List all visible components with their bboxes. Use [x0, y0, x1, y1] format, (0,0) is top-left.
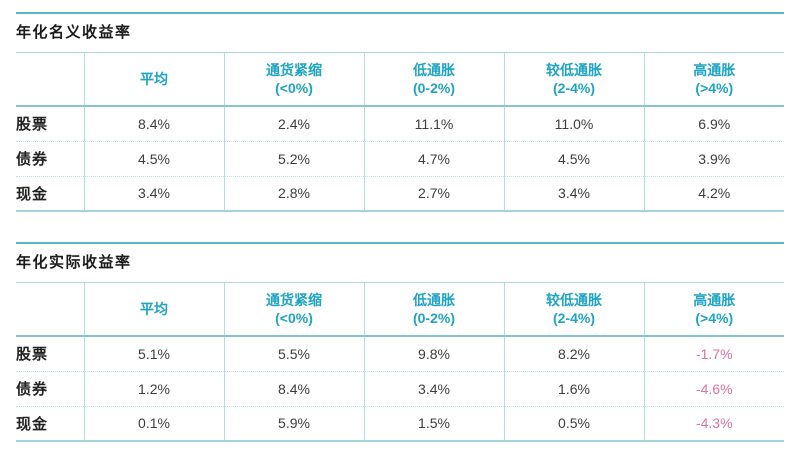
real-returns-table: 平均 通货紧缩 (<0%) 低通胀 (0-2%) 较低通胀 (2-4%) [16, 282, 784, 442]
cell-value: 5.2% [223, 140, 364, 176]
column-header-range: (<0%) [275, 80, 313, 96]
cell-value: 2.4% [223, 106, 364, 141]
cell-value: 3.4% [363, 370, 504, 406]
cell-value: 1.5% [363, 405, 504, 442]
cell-value-negative: -4.6% [643, 370, 784, 406]
cell-value-negative: -4.3% [643, 405, 784, 442]
cell-value: 4.7% [363, 140, 504, 176]
row-label: 股票 [16, 346, 49, 364]
cell-value: 8.4% [83, 106, 224, 141]
column-header-label: 通货紧缩 [266, 62, 322, 78]
column-header-range: (0-2%) [412, 310, 455, 326]
column-header-deflation: 通货紧缩 (<0%) [223, 52, 364, 107]
nominal-returns-section: 年化名义收益率 平均 通货紧缩 (<0%) 低通胀 [16, 12, 784, 212]
column-header-label: 通货紧缩 [266, 292, 322, 308]
nominal-returns-table: 平均 通货紧缩 (<0%) 低通胀 (0-2%) 较低通胀 (2-4%) [16, 52, 784, 212]
column-header-average: 平均 [83, 52, 224, 107]
cell-value: 2.7% [363, 175, 504, 212]
cell-value-negative: -1.7% [643, 336, 784, 371]
cell-value: 3.4% [83, 175, 224, 212]
section-title-nominal: 年化名义收益率 [16, 24, 132, 41]
column-header-moderate-inflation: 较低通胀 (2-4%) [503, 282, 644, 337]
column-header-range: (<0%) [275, 310, 313, 326]
row-label: 债券 [16, 140, 84, 176]
column-header-label: 低通胀 [413, 62, 455, 78]
cell-value: 1.6% [503, 370, 644, 406]
real-returns-section: 年化实际收益率 平均 通货紧缩 (<0%) 低通胀 [16, 242, 784, 442]
cell-value: 8.4% [223, 370, 364, 406]
cell-value: 4.5% [503, 140, 644, 176]
column-header-label: 平均 [140, 71, 168, 87]
column-header-label: 高通胀 [693, 62, 736, 78]
cell-value: 9.8% [363, 336, 504, 371]
table-row-bonds: 债券 4.5% 5.2% 4.7% 4.5% 3.9% [16, 140, 784, 176]
cell-value: 6.9% [643, 106, 784, 141]
row-label: 现金 [16, 175, 84, 212]
cell-value: 2.8% [223, 175, 364, 212]
cell-value: 0.1% [83, 405, 224, 442]
column-header-label: 较低通胀 [546, 62, 602, 78]
row-label: 债券 [16, 370, 84, 406]
cell-value: 11.0% [503, 106, 644, 141]
cell-value: 11.1% [363, 106, 504, 141]
cell-value: 8.2% [503, 336, 644, 371]
table-row-stocks: 股票 5.1% 5.5% 9.8% 8.2% -1.7% [16, 336, 784, 371]
column-header-label: 平均 [140, 301, 168, 317]
section-divider [16, 242, 784, 244]
cell-value: 4.5% [83, 140, 224, 176]
column-header-low-inflation: 低通胀 (0-2%) [363, 52, 504, 107]
cell-value: 3.9% [643, 140, 784, 176]
cell-value: 3.4% [503, 175, 644, 212]
section-title-real: 年化实际收益率 [16, 254, 132, 271]
column-header-range: (2-4%) [552, 80, 595, 96]
cell-value: 5.5% [223, 336, 364, 371]
column-header-label: 低通胀 [413, 292, 455, 308]
cell-value: 1.2% [83, 370, 224, 406]
cell-value: 5.1% [83, 336, 224, 371]
column-header-range: (>4%) [695, 80, 734, 96]
table-row-cash: 现金 0.1% 5.9% 1.5% 0.5% -4.3% [16, 405, 784, 442]
corner-cell [16, 52, 84, 107]
column-header-low-inflation: 低通胀 (0-2%) [363, 282, 504, 337]
column-header-range: (2-4%) [552, 310, 595, 326]
column-header-high-inflation: 高通胀 (>4%) [643, 282, 784, 337]
column-header-moderate-inflation: 较低通胀 (2-4%) [503, 52, 644, 107]
header-row: 平均 通货紧缩 (<0%) 低通胀 (0-2%) 较低通胀 (2-4%) [16, 282, 784, 337]
table-row-stocks: 股票 8.4% 2.4% 11.1% 11.0% 6.9% [16, 106, 784, 141]
table-row-bonds: 债券 1.2% 8.4% 3.4% 1.6% -4.6% [16, 370, 784, 406]
column-header-range: (0-2%) [412, 80, 455, 96]
cell-value: 5.9% [223, 405, 364, 442]
column-header-deflation: 通货紧缩 (<0%) [223, 282, 364, 337]
row-label: 现金 [16, 405, 84, 442]
column-header-high-inflation: 高通胀 (>4%) [643, 52, 784, 107]
cell-value: 4.2% [643, 175, 784, 212]
table-row-cash: 现金 3.4% 2.8% 2.7% 3.4% 4.2% [16, 175, 784, 212]
corner-cell [16, 282, 84, 337]
row-label: 股票 [16, 116, 49, 134]
page: 年化名义收益率 平均 通货紧缩 (<0%) 低通胀 [16, 12, 784, 442]
column-header-label: 较低通胀 [546, 292, 602, 308]
header-row: 平均 通货紧缩 (<0%) 低通胀 (0-2%) 较低通胀 (2-4%) [16, 52, 784, 107]
column-header-range: (>4%) [695, 310, 734, 326]
cell-value: 0.5% [503, 405, 644, 442]
section-divider [16, 12, 784, 14]
column-header-average: 平均 [83, 282, 224, 337]
column-header-label: 高通胀 [693, 292, 736, 308]
